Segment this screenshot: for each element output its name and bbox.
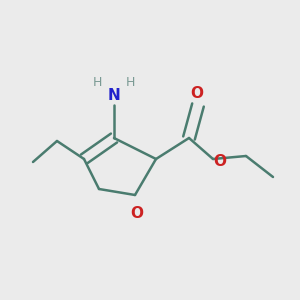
Text: H: H — [93, 76, 102, 89]
Text: O: O — [213, 154, 226, 169]
Text: H: H — [126, 76, 135, 89]
Text: N: N — [108, 88, 120, 104]
Text: O: O — [190, 86, 203, 101]
Text: O: O — [130, 206, 143, 220]
